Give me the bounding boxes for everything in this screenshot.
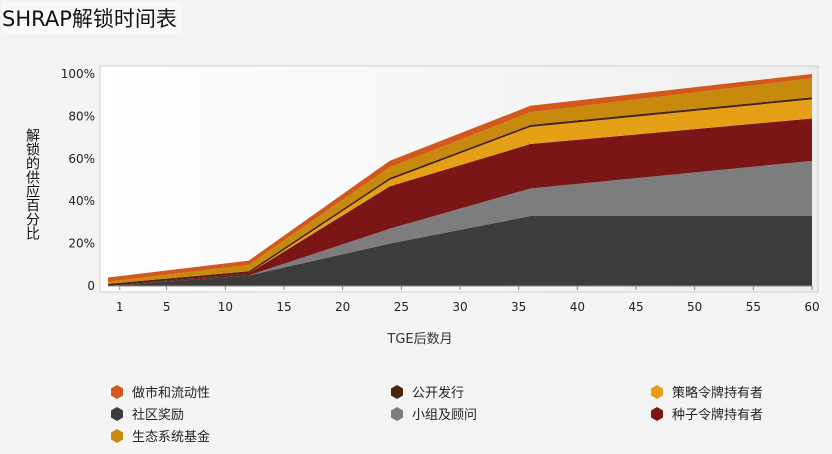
area-layers <box>108 74 812 287</box>
area-series <box>108 216 812 286</box>
legend-label: 种子令牌持有者 <box>672 408 764 423</box>
x-tick-label: 15 <box>276 300 291 314</box>
x-tick-label: 1 <box>116 300 124 314</box>
hexagon-icon <box>650 406 664 421</box>
legend-label: 做市和流动性 <box>132 386 211 401</box>
legend-label: 公开发行 <box>412 386 465 401</box>
legend-label: 生态系统基金 <box>132 430 211 445</box>
hexagon-icon <box>390 384 404 399</box>
unlock-chart: 020%40%60%80%100% 1 5 10 15 20 25 30 35 40 45 50 55… <box>61 65 820 347</box>
y-tick-label: 20% <box>68 237 95 251</box>
legend-label: 策略令牌持有者 <box>672 386 764 401</box>
x-axis-label: TGE后数月 <box>386 332 452 347</box>
x-tick-label: 5 <box>163 300 171 314</box>
x-tick-labels: 1 5 10 15 20 25 30 35 40 45 50 55 60 <box>116 286 820 314</box>
legend-item: 生态系统基金 <box>110 426 210 445</box>
y-tick-label: 80% <box>68 109 95 123</box>
x-tick-label: 30 <box>452 300 467 314</box>
area-series <box>108 160 812 286</box>
y-tick-label: 100% <box>61 67 95 81</box>
x-tick-label: 45 <box>628 300 643 314</box>
x-tick-label: 40 <box>570 300 585 314</box>
y-tick-label: 40% <box>68 194 95 208</box>
legend-label: 社区奖励 <box>132 408 185 423</box>
legend: 做市和流动性 公开发行 策略令牌持有者 社区奖励 小组及顾问 种子令牌持有者 生… <box>110 378 810 448</box>
area-series <box>108 99 812 287</box>
legend-item: 策略令牌持有者 <box>650 382 763 401</box>
x-tick-label: 35 <box>511 300 526 314</box>
x-tick-label: 50 <box>687 300 702 314</box>
hexagon-icon <box>650 384 664 399</box>
legend-item: 做市和流动性 <box>110 382 210 401</box>
x-tick-label: 10 <box>218 300 233 314</box>
y-axis-label: 解锁的供应百分比 <box>24 128 40 240</box>
page-title: SHRAP解锁时间表 <box>2 2 181 34</box>
hexagon-icon <box>390 406 404 421</box>
legend-item: 小组及顾问 <box>390 404 477 423</box>
hexagon-icon <box>110 406 124 421</box>
y-tick-label: 0 <box>87 279 95 293</box>
y-tick-label: 60% <box>68 152 95 166</box>
hexagon-icon <box>110 384 124 399</box>
area-series <box>108 118 812 286</box>
hexagon-icon <box>110 428 124 443</box>
legend-label: 小组及顾问 <box>412 408 478 423</box>
x-tick-label: 60 <box>804 300 819 314</box>
y-tick-labels: 0 20% 40% 60% 80% 100% <box>61 67 95 293</box>
area-series <box>108 78 812 284</box>
legend-item: 公开发行 <box>390 382 464 401</box>
legend-item: 种子令牌持有者 <box>650 404 763 423</box>
x-tick-label: 20 <box>335 300 350 314</box>
x-tick-label: 25 <box>394 300 409 314</box>
x-tick-label: 55 <box>746 300 761 314</box>
legend-item: 社区奖励 <box>110 404 184 423</box>
